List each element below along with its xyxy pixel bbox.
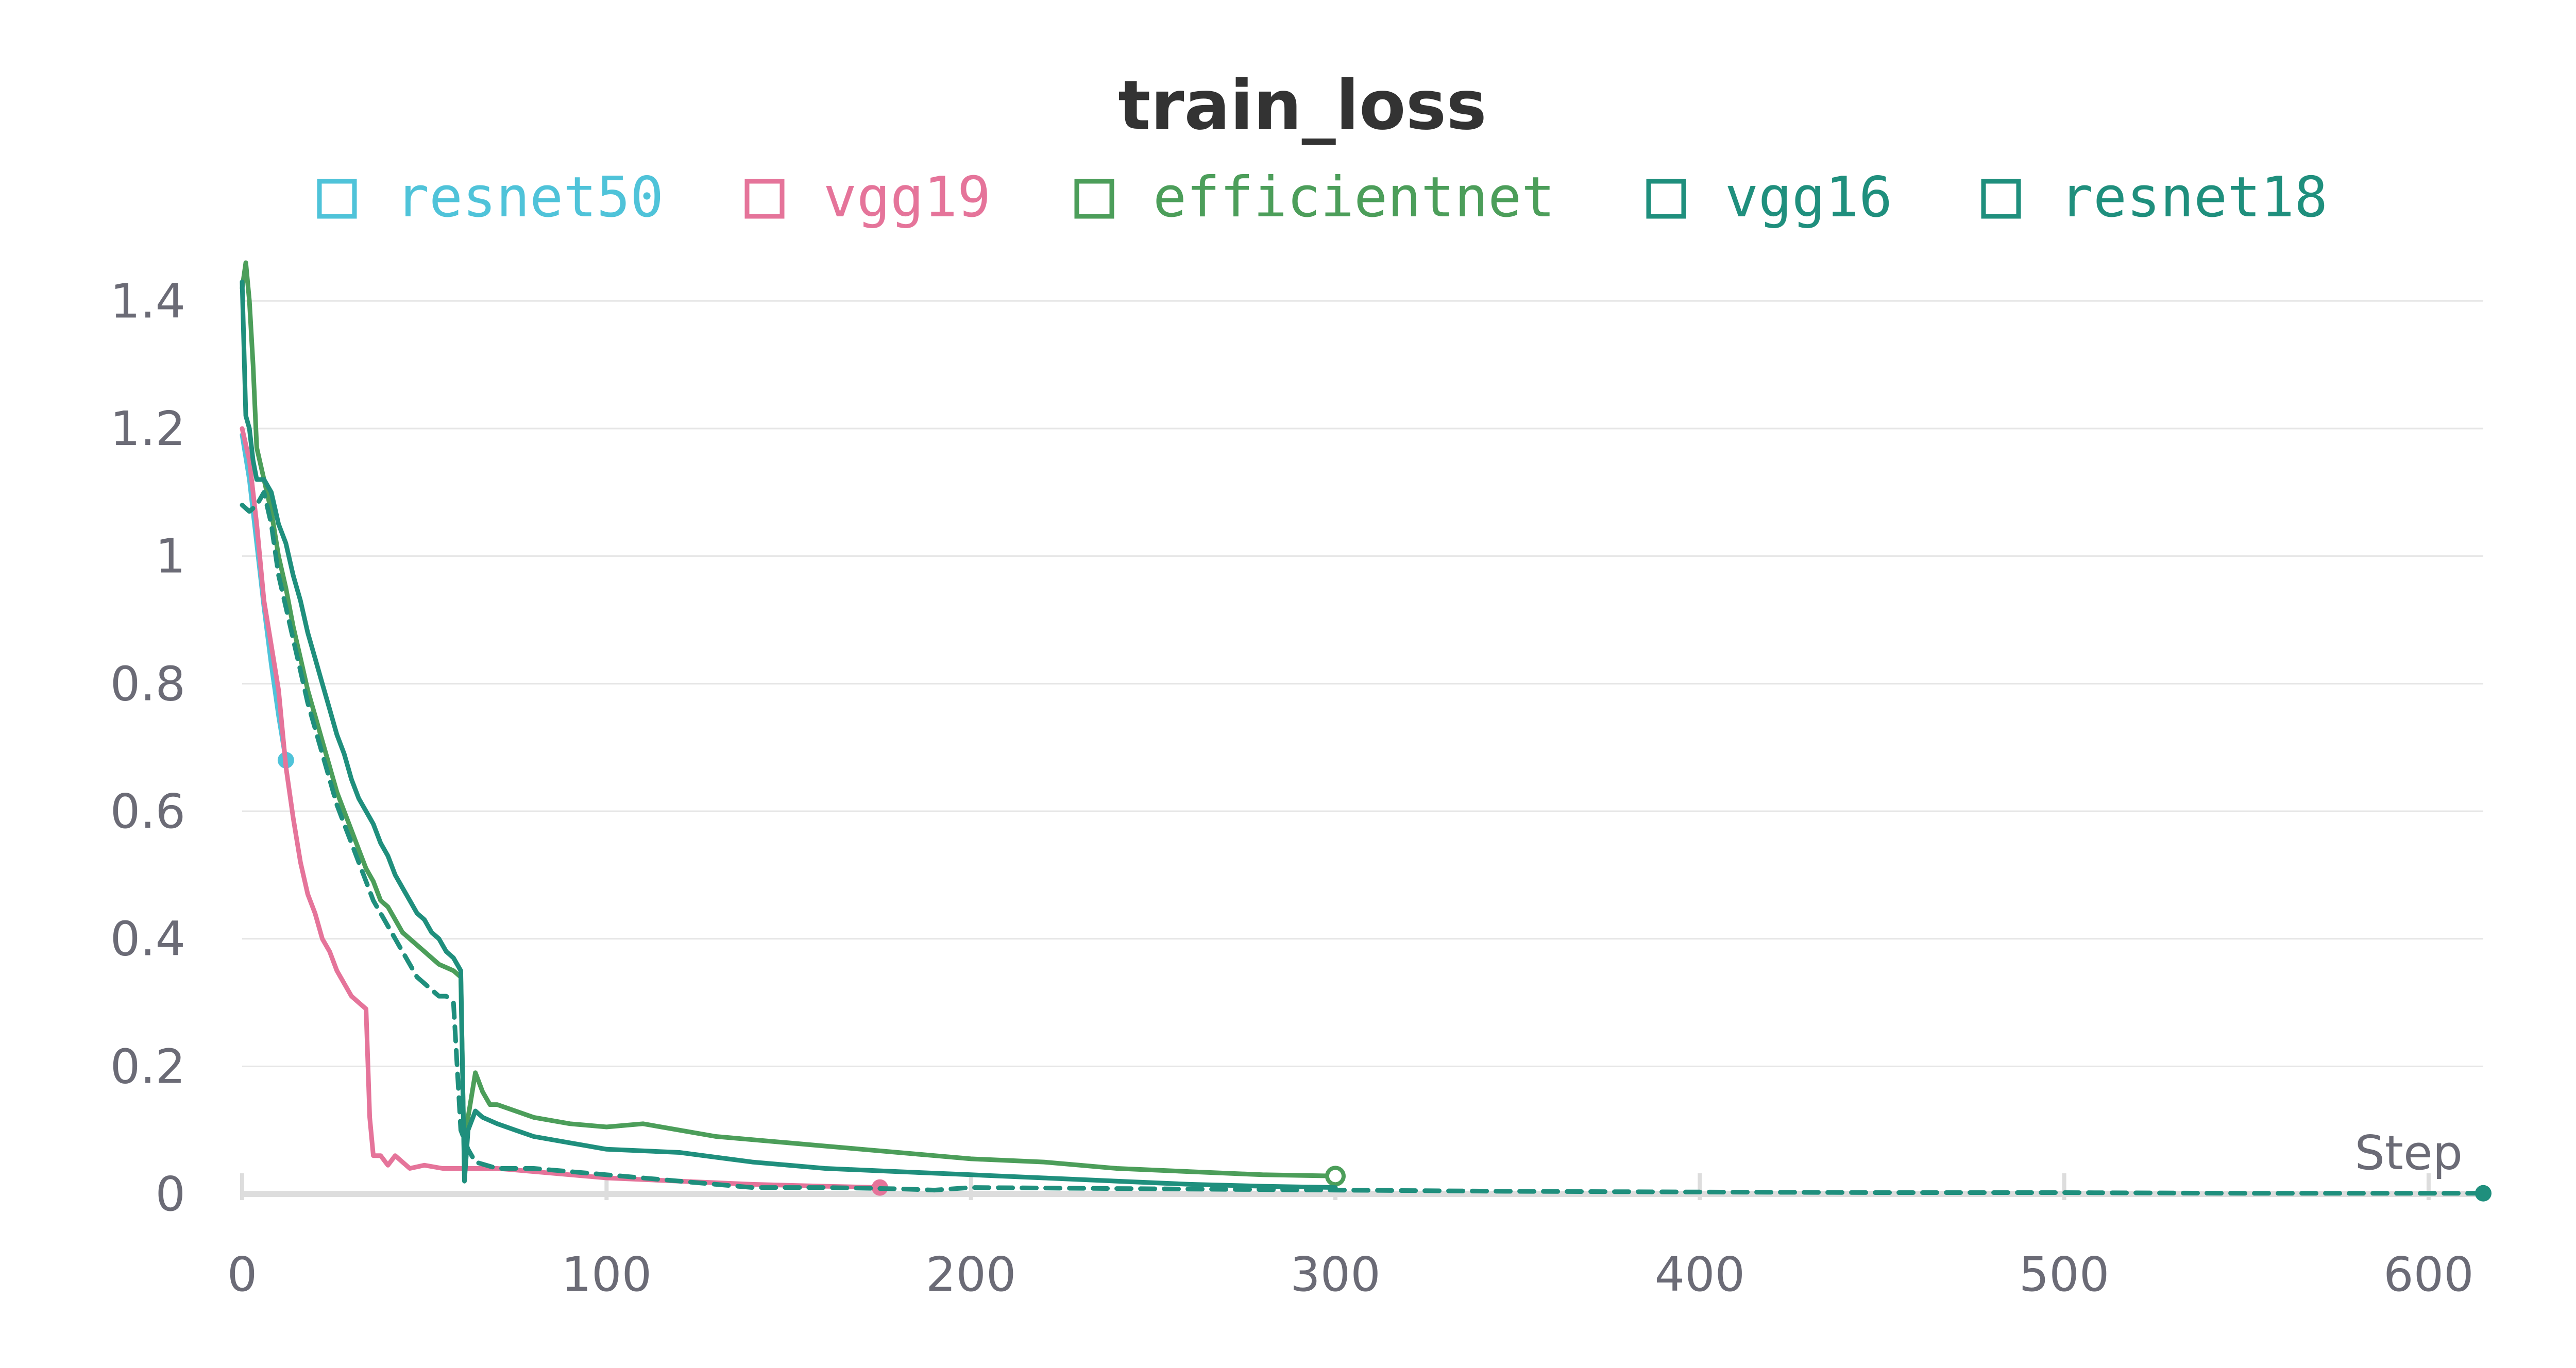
series-end-marker [2475,1185,2492,1202]
y-tick-label: 0.8 [110,656,185,711]
x-axis-label: Step [2355,1125,2463,1181]
x-axis: 0 100 200 300 400 500 600 [227,1173,2483,1302]
x-tick-label: 400 [1654,1247,1745,1302]
y-tick-label: 1 [155,529,185,584]
legend: resnet50 vgg19 efficientnet vgg16 resnet18 [317,165,2328,230]
grid-lines [242,300,2483,1067]
legend-swatch [744,179,785,219]
legend-label: resnet50 [396,165,664,230]
series-line-resnet18 [240,490,2486,1196]
legend-label: efficientnet [1153,165,1555,230]
x-tick-label: 200 [926,1247,1016,1302]
x-tick-label: 600 [2383,1247,2474,1302]
series-end-marker [1325,1166,1346,1187]
y-tick-label: 1.4 [110,273,185,329]
chart-title: train_loss [1118,66,1487,145]
legend-label: vgg19 [823,165,991,230]
series-line-efficientnet [240,260,1338,1178]
legend-swatch [317,179,357,219]
y-tick-label: 0.2 [110,1039,185,1094]
x-tick-label: 100 [562,1247,652,1302]
legend-label: resnet18 [2060,165,2328,230]
x-tick-label: 500 [2019,1247,2110,1302]
series-line-vgg16 [240,279,1338,1190]
y-tick-label: 0.6 [110,784,185,839]
legend-swatch [1074,179,1114,219]
y-axis: 0 0.2 0.4 0.6 0.8 1 1.2 1.4 [110,273,185,1222]
x-tick-label: 300 [1290,1247,1381,1302]
y-tick-label: 0.4 [110,912,185,967]
legend-swatch [1646,179,1686,219]
y-tick-label: 0 [155,1167,185,1222]
legend-swatch [1981,179,2021,219]
series-lines [240,260,2492,1202]
legend-label: vgg16 [1725,165,1892,230]
y-tick-label: 1.2 [110,401,185,456]
x-tick-label: 0 [227,1247,258,1302]
